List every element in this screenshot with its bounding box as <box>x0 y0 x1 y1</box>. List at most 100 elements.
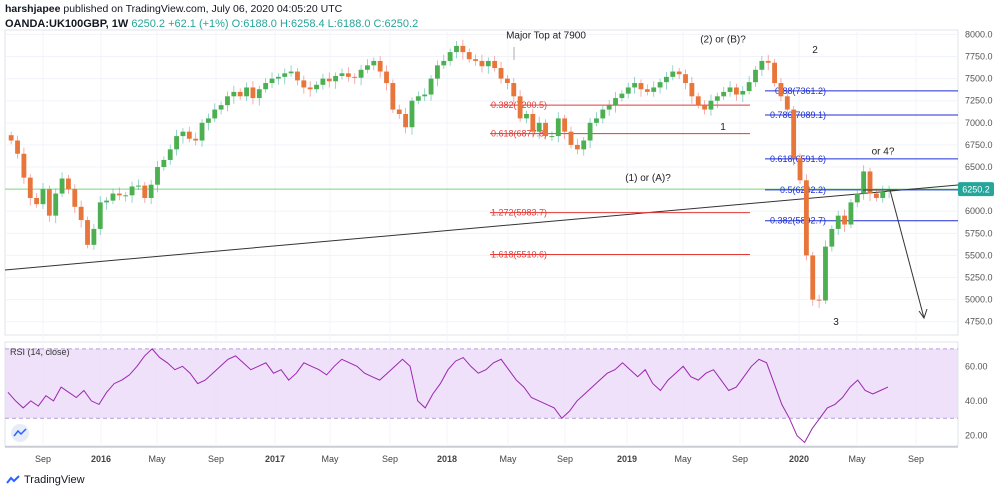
candle-body <box>231 91 237 97</box>
candle-body <box>193 138 199 141</box>
candle-body <box>97 202 103 229</box>
candle-body <box>823 246 828 301</box>
fib-level-label: 0.5(6242.2) <box>780 185 826 195</box>
candle-body <box>333 75 339 82</box>
candle-body <box>543 122 548 137</box>
candle-body <box>791 109 797 159</box>
candle-body <box>441 60 447 66</box>
price-layer: 0.382(7200.5)0.618(6877.8)1.272(5983.7)1… <box>4 30 959 328</box>
candle-body <box>123 195 129 197</box>
candle-body <box>670 71 676 77</box>
rsi-tick-label: 60.00 <box>965 361 988 371</box>
candle-body <box>772 62 778 84</box>
time-tick-label: Sep <box>557 454 573 464</box>
candle-body <box>116 193 122 196</box>
time-tick-label: 2016 <box>91 454 111 464</box>
candle-body <box>816 299 822 301</box>
candle-body <box>797 158 803 181</box>
candle-body <box>657 82 663 88</box>
last-price-tag-label: 6250.2 <box>962 185 990 195</box>
time-tick-label: May <box>321 454 339 464</box>
candle-body <box>536 122 542 132</box>
candle-body <box>110 193 116 201</box>
fib-level-label: 0.88(7361.2) <box>775 86 826 96</box>
candle-body <box>371 60 377 66</box>
candle-body <box>867 171 873 194</box>
candle-body <box>479 60 485 67</box>
wave-annotation: or 4? <box>872 146 895 157</box>
candle-body <box>638 83 644 90</box>
axes: 8000.0 7750.0 7500.0 7250.0 7000.0 6750.0 6500… <box>35 29 994 464</box>
candle-body <box>377 60 383 72</box>
candle-body <box>244 87 249 97</box>
publish-info: harshjapee published on TradingView.com,… <box>5 2 418 17</box>
candle-body <box>676 71 682 75</box>
candle-body <box>186 131 192 139</box>
candle-body <box>613 98 618 106</box>
candle-body <box>702 105 708 110</box>
rsi-tick-label: 20.00 <box>965 431 988 441</box>
long-trendline <box>4 184 959 271</box>
wave-annotation: (2) or (B)? <box>700 34 746 45</box>
candle-body <box>237 91 243 97</box>
fib-level-label: 1.272(5983.7) <box>491 208 547 218</box>
candle-body <box>212 109 218 119</box>
candle-body <box>835 215 841 229</box>
candle-body <box>218 105 224 110</box>
price-tick-label: 4750.0 <box>965 317 993 327</box>
symbol-name: OANDA:UK100GBP, 1W <box>5 18 129 30</box>
candle-body <box>307 87 313 90</box>
candle-body <box>428 78 434 95</box>
candle-body <box>778 83 784 97</box>
candle-body <box>568 131 574 145</box>
candle-body <box>485 60 491 67</box>
candle-body <box>72 189 78 207</box>
candle-body <box>753 69 758 83</box>
candle-body <box>466 52 472 60</box>
price-tick-label: 7500.0 <box>965 74 993 84</box>
publisher-name: harshjapee <box>5 3 61 15</box>
candle-body <box>447 52 453 61</box>
candle-body <box>295 71 300 81</box>
candle-body <box>708 100 714 110</box>
rsi-tick-label: 40.00 <box>965 396 988 406</box>
candle-body <box>167 149 173 160</box>
published-text: published on TradingView.com, July 06, 2… <box>63 3 343 15</box>
candle-body <box>695 96 701 106</box>
candle-body <box>842 215 847 225</box>
candle-body <box>854 193 860 203</box>
candle-body <box>301 80 307 88</box>
candle-body <box>174 136 180 150</box>
candle-body <box>269 78 275 84</box>
chart-logo-line <box>13 428 27 437</box>
fib-level-label: 0.382(5892.7) <box>770 216 826 226</box>
candle-body <box>689 83 695 97</box>
wave-annotation: 3 <box>833 317 839 328</box>
candle-body <box>345 73 351 77</box>
candle-body <box>504 78 510 84</box>
candle-body <box>129 186 135 196</box>
candle-body <box>21 153 27 178</box>
time-tick-label: May <box>499 454 517 464</box>
candle-body <box>784 96 790 110</box>
time-tick-label: 2018 <box>437 454 457 464</box>
candle-body <box>275 76 281 79</box>
time-tick-label: Sep <box>208 454 224 464</box>
candle-body <box>250 87 256 99</box>
candle-body <box>409 100 415 128</box>
candle-body <box>104 200 110 203</box>
price-tick-label: 5500.0 <box>965 250 993 260</box>
candle-body <box>473 59 479 61</box>
price-tick-label: 8000.0 <box>965 29 993 39</box>
candle-body <box>205 118 211 123</box>
candle-body <box>282 73 288 77</box>
fib-level-label: 0.618(6877.8) <box>491 129 547 139</box>
time-tick-label: May <box>674 454 692 464</box>
price-pane-border <box>4 29 959 336</box>
candle-body <box>549 136 555 138</box>
candle-body <box>555 118 561 137</box>
candle-body <box>422 94 428 97</box>
rsi-layer: RSI (14, close) <box>5 347 958 444</box>
time-tick-label: Sep <box>35 454 51 464</box>
candle-body <box>225 96 230 106</box>
